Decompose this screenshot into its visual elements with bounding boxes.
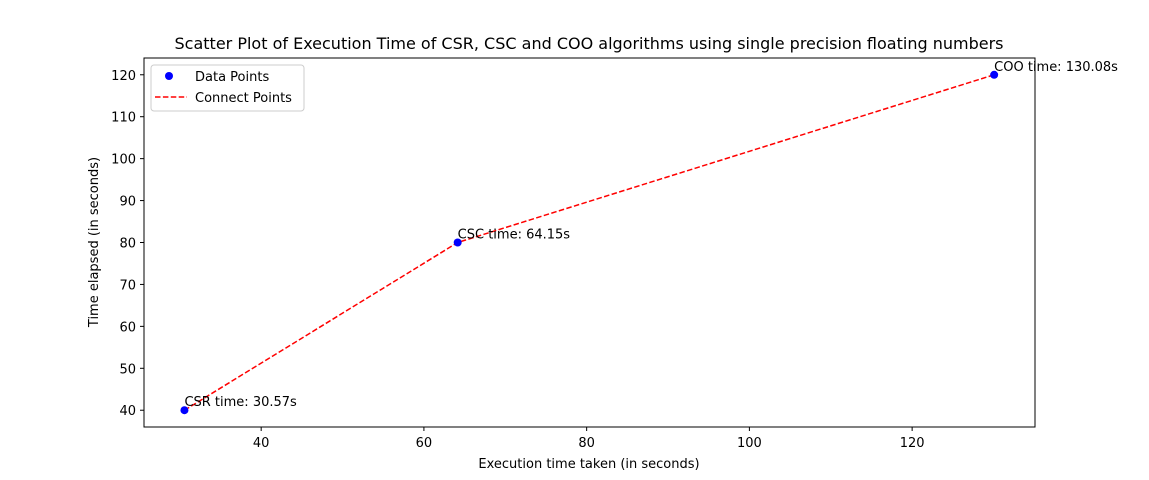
data-point-annotation: COO time: 130.08s — [994, 60, 1118, 75]
y-tick-label: 50 — [119, 362, 136, 377]
y-tick-label: 120 — [111, 69, 136, 84]
y-tick-label: 90 — [119, 195, 136, 210]
y-tick-label: 60 — [119, 320, 136, 335]
legend: Data Points Connect Points — [150, 64, 305, 112]
series-line-connect-points — [184, 74, 995, 411]
y-tick-label: 80 — [119, 237, 136, 252]
legend-label-data-points: Data Points — [195, 70, 269, 85]
chart-title: Scatter Plot of Execution Time of CSR, C… — [175, 34, 1004, 53]
x-axis-label: Execution time taken (in seconds) — [478, 457, 699, 472]
legend-marker-data-points — [165, 72, 173, 80]
x-tick-label: 100 — [737, 436, 762, 451]
x-tick-label: 40 — [253, 436, 270, 451]
data-point — [453, 238, 462, 247]
data-point-annotation: CSC time: 64.15s — [458, 228, 571, 243]
x-tick-label: 80 — [578, 436, 595, 451]
data-point — [990, 70, 999, 79]
x-tick-label: 120 — [900, 436, 925, 451]
plot-frame — [143, 57, 1036, 428]
legend-box — [150, 64, 305, 112]
legend-label-connect-points: Connect Points — [195, 91, 292, 106]
data-point-annotation: CSR time: 30.57s — [184, 395, 297, 410]
y-tick-label: 40 — [119, 404, 136, 419]
y-tick-label: 70 — [119, 278, 136, 293]
y-tick-label: 100 — [111, 153, 136, 168]
data-point — [180, 406, 189, 415]
y-axis-label: Time elapsed (in seconds) — [87, 157, 102, 328]
y-tick-label: 110 — [111, 111, 136, 126]
x-tick-label: 60 — [416, 436, 433, 451]
